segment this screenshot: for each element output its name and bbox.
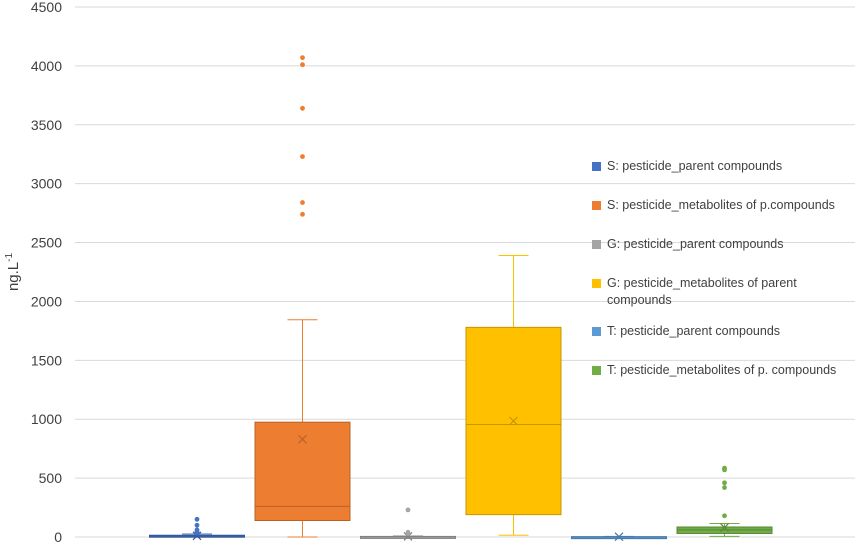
y-tick-label: 4500 xyxy=(31,0,62,15)
gridlines xyxy=(75,6,855,538)
mean-marker xyxy=(614,532,624,542)
outlier-point xyxy=(722,465,727,471)
mean-marker xyxy=(192,531,202,541)
outlier-point xyxy=(300,105,305,111)
y-tick-label: 1000 xyxy=(31,411,62,427)
y-tick-label: 500 xyxy=(39,470,63,486)
mean-marker xyxy=(403,531,413,541)
outlier-point xyxy=(722,485,727,490)
legend: S: pesticide_parent compounds S: pesticid… xyxy=(592,158,854,379)
legend-label: T: pesticide_parent compounds xyxy=(607,324,781,338)
box-plot-5 xyxy=(571,532,667,542)
legend-swatch xyxy=(592,162,601,171)
legend-item: S: pesticide_parent compounds xyxy=(592,158,854,175)
y-tick-label: 4000 xyxy=(31,58,62,74)
box-plot-4 xyxy=(465,255,562,536)
box-plots xyxy=(149,55,773,542)
y-tick-label: 1500 xyxy=(31,352,62,368)
outlier-point xyxy=(405,529,411,535)
outlier-point xyxy=(194,516,200,522)
legend-item: G: pesticide_metabolites of parent compo… xyxy=(592,275,854,309)
y-tick-label: 2000 xyxy=(31,293,62,309)
legend-label: T: pesticide_metabolites of p. compounds xyxy=(607,363,837,377)
legend-label: S: pesticide_parent compounds xyxy=(607,159,783,173)
outlier-point xyxy=(300,211,305,217)
outlier-point xyxy=(194,527,200,533)
box-plot-3 xyxy=(360,507,456,541)
legend-item: G: pesticide_parent compounds xyxy=(592,236,854,253)
legend-item: T: pesticide_metabolites of p. compounds xyxy=(592,362,854,379)
legend-label: G: pesticide_parent compounds xyxy=(607,237,784,251)
mean-marker xyxy=(298,434,307,444)
legend-label: G: pesticide_metabolites of parent compo… xyxy=(607,276,797,307)
y-tick-label: 3000 xyxy=(31,176,62,192)
legend-swatch xyxy=(592,366,601,375)
box-plot-6 xyxy=(676,465,773,537)
y-tick-label: 3500 xyxy=(31,117,62,133)
outlier-point xyxy=(300,200,305,205)
box-plot-2 xyxy=(254,55,351,538)
legend-swatch xyxy=(592,201,601,210)
y-axis-label-main: ng.L xyxy=(5,262,22,291)
y-axis-label: ng.L-1 xyxy=(4,253,22,292)
legend-swatch xyxy=(592,327,601,336)
outlier-point xyxy=(194,522,200,528)
mean-marker xyxy=(509,416,518,426)
legend-label: S: pesticide_metabolites of p.compounds xyxy=(607,198,835,212)
outlier-point xyxy=(722,480,727,486)
y-axis-label-sup: -1 xyxy=(4,253,15,262)
legend-swatch xyxy=(592,240,601,249)
legend-item: S: pesticide_metabolites of p.compounds xyxy=(592,197,854,214)
y-tick-label: 0 xyxy=(54,529,62,544)
y-axis-ticks: 0 500 1000 1500 2000 2500 3000 3500 4000 4500 xyxy=(31,0,62,544)
outlier-point xyxy=(300,62,305,68)
outlier-point xyxy=(405,507,411,513)
y-tick-label: 2500 xyxy=(31,235,62,251)
box-plot-1 xyxy=(149,516,245,541)
box-iqr xyxy=(254,421,351,522)
outlier-point xyxy=(300,55,305,61)
legend-swatch xyxy=(592,279,601,288)
outlier-point xyxy=(722,513,727,519)
outlier-point xyxy=(300,154,305,159)
legend-item: T: pesticide_parent compounds xyxy=(592,323,854,340)
mean-marker xyxy=(720,523,729,533)
